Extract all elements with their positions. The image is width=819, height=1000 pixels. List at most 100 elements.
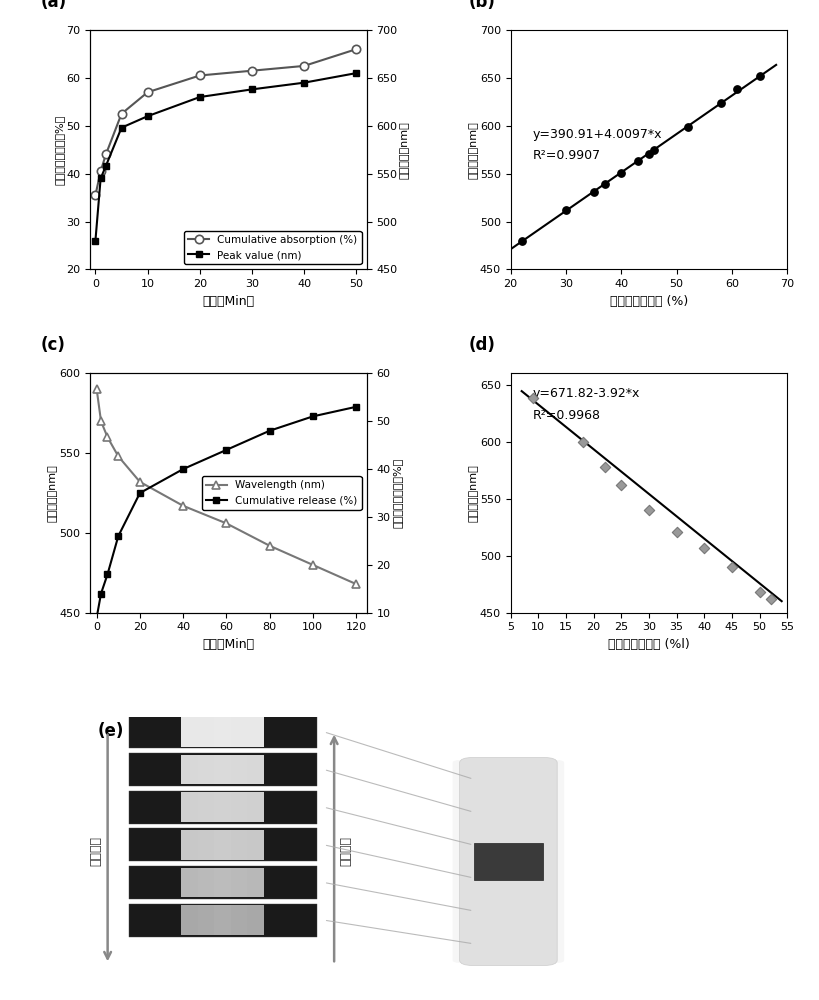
Bar	[231, 830, 247, 860]
Cumulative release (%)	[92, 612, 102, 624]
Cumulative release (%)	[265, 425, 274, 437]
Y-axis label: 反射波长（nm）: 反射波长（nm）	[468, 121, 477, 179]
Bar	[247, 905, 264, 935]
Bar	[181, 830, 197, 860]
Cumulative release (%)	[351, 401, 360, 413]
Bar	[197, 905, 214, 935]
Bar	[231, 755, 247, 784]
Wavelength (nm)	[265, 540, 274, 552]
Bar	[129, 866, 316, 899]
Bar	[231, 905, 247, 935]
Bar	[214, 792, 231, 822]
Text: (c): (c)	[40, 336, 66, 354]
Point	[575, 434, 588, 450]
Point	[725, 559, 738, 575]
Cumulative absorption (%)	[116, 108, 126, 120]
Bar	[247, 830, 264, 860]
Bar	[129, 866, 316, 899]
Point	[697, 540, 710, 556]
Bar	[129, 791, 316, 824]
Line: Cumulative absorption (%): Cumulative absorption (%)	[91, 45, 360, 199]
FancyBboxPatch shape	[459, 757, 556, 966]
Wavelength (nm)	[92, 383, 102, 395]
Point	[597, 176, 610, 192]
X-axis label: 时间（Min）: 时间（Min）	[202, 295, 254, 308]
Cumulative absorption (%)	[96, 165, 106, 177]
Bar	[181, 755, 264, 784]
Bar	[473, 843, 542, 880]
Peak value (nm)	[96, 172, 106, 184]
Bar	[129, 904, 316, 937]
Cumulative absorption (%)	[90, 189, 100, 201]
Cumulative absorption (%)	[247, 65, 256, 77]
Bar	[129, 828, 316, 861]
Cumulative absorption (%)	[101, 148, 111, 160]
Wavelength (nm)	[113, 450, 123, 462]
X-axis label: 时间（Min）: 时间（Min）	[202, 638, 254, 651]
Point	[526, 390, 539, 406]
Peak value (nm)	[101, 160, 111, 172]
Point	[631, 153, 644, 169]
Legend: Wavelength (nm), Cumulative release (%): Wavelength (nm), Cumulative release (%)	[201, 476, 361, 510]
FancyBboxPatch shape	[452, 760, 563, 963]
Bar	[247, 792, 264, 822]
Bar	[197, 830, 214, 860]
Bar	[197, 792, 214, 822]
Cumulative absorption (%)	[299, 60, 309, 72]
Text: (b): (b)	[468, 0, 495, 11]
Bar	[181, 755, 197, 784]
Bar	[247, 755, 264, 784]
Cumulative release (%)	[102, 568, 112, 580]
Wavelength (nm)	[178, 500, 188, 512]
Bar	[129, 828, 316, 861]
Bar	[129, 904, 316, 937]
Peak value (nm)	[351, 67, 361, 79]
Cumulative absorption (%)	[195, 69, 205, 81]
Bar	[129, 791, 316, 824]
Bar	[181, 792, 264, 822]
Cumulative release (%)	[178, 463, 188, 475]
Point	[647, 142, 660, 158]
Line: Peak value (nm): Peak value (nm)	[92, 70, 360, 244]
Bar	[181, 717, 264, 747]
Text: R²=0.9968: R²=0.9968	[532, 409, 600, 422]
Peak value (nm)	[143, 110, 152, 122]
Cumulative release (%)	[135, 487, 145, 499]
Text: 释放药物: 释放药物	[89, 836, 102, 866]
Wavelength (nm)	[102, 431, 112, 443]
Bar	[247, 717, 264, 747]
Bar	[214, 830, 231, 860]
Cumulative release (%)	[221, 444, 231, 456]
Point	[641, 502, 654, 518]
Bar	[197, 755, 214, 784]
Cumulative absorption (%)	[143, 86, 152, 98]
Text: (d): (d)	[468, 336, 495, 354]
Bar	[181, 717, 197, 747]
Bar	[214, 868, 231, 897]
Point	[752, 68, 765, 84]
Y-axis label: 药物累积释放率（%）: 药物累积释放率（%）	[391, 458, 401, 528]
Point	[681, 119, 694, 135]
Y-axis label: 反射波长（nm）: 反射波长（nm）	[399, 121, 409, 179]
Bar	[181, 905, 264, 935]
Bar	[181, 868, 264, 897]
Bar	[231, 717, 247, 747]
Bar	[181, 868, 197, 897]
Bar	[129, 753, 316, 786]
Bar	[247, 868, 264, 897]
Bar	[214, 905, 231, 935]
Point	[641, 146, 654, 162]
Text: 负载药物: 负载药物	[339, 836, 352, 866]
Peak value (nm)	[116, 122, 126, 134]
Text: R²=0.9907: R²=0.9907	[532, 149, 600, 162]
Cumulative release (%)	[113, 530, 123, 542]
Point	[614, 477, 627, 493]
Point	[514, 233, 527, 249]
Point	[763, 591, 776, 607]
Bar	[214, 755, 231, 784]
Line: Cumulative release (%): Cumulative release (%)	[93, 403, 359, 621]
Text: y=671.82-3.92*x: y=671.82-3.92*x	[532, 387, 640, 400]
Point	[559, 202, 572, 218]
Bar	[181, 792, 197, 822]
Bar	[197, 717, 214, 747]
